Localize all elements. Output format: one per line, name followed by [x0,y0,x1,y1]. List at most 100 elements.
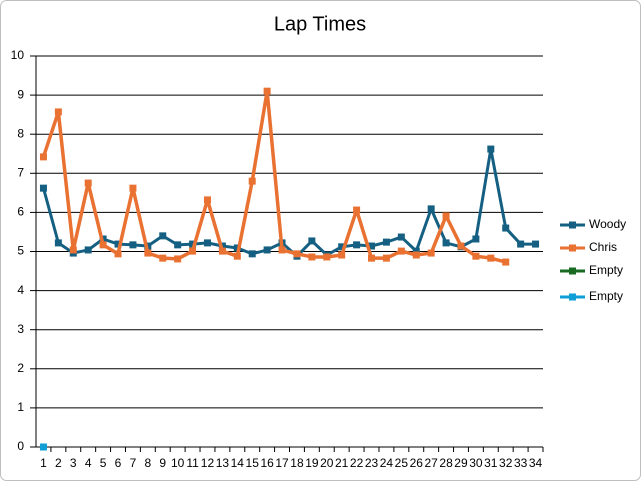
x-tick-label: 30 [469,456,483,470]
point-marker [308,253,316,261]
legend-marker [569,267,576,275]
x-tick-label: 34 [529,456,543,470]
point-marker [442,239,450,247]
y-tick-label: 2 [17,361,24,375]
x-tick-label: 6 [115,456,122,470]
y-tick-label: 6 [17,205,24,219]
point-marker [517,240,525,248]
x-tick-label: 32 [499,456,513,470]
point-marker [502,258,510,266]
point-marker [144,249,152,257]
point-marker [427,205,435,213]
x-tick-label: 19 [305,456,319,470]
point-marker [39,443,47,451]
x-tick-label: 24 [380,456,394,470]
point-marker [293,250,301,258]
point-marker [502,224,510,232]
point-marker [39,153,47,161]
point-marker [368,254,376,262]
x-tick-label: 23 [365,456,379,470]
y-tick-label: 4 [17,283,24,297]
x-tick-label: 26 [410,456,424,470]
point-marker [427,249,435,257]
y-tick-label: 3 [17,322,24,336]
point-marker [174,241,182,249]
point-marker [457,242,465,250]
x-tick-label: 9 [159,456,166,470]
point-marker [189,240,197,248]
x-tick-label: 31 [484,456,498,470]
x-tick-label: 3 [70,456,77,470]
point-marker [338,251,346,259]
x-tick-label: 27 [424,456,438,470]
point-marker [472,252,480,260]
y-tick-label: 8 [17,126,24,140]
series-line [42,147,536,258]
x-tick-label: 21 [335,456,349,470]
point-marker [69,246,77,254]
point-marker [99,241,107,249]
point-marker [54,239,62,247]
point-marker [129,241,137,249]
x-tick-label: 15 [246,456,260,470]
point-marker [532,240,540,248]
x-tick-label: 13 [216,456,230,470]
x-tick-label: 16 [260,456,274,470]
legend-label: Chris [589,240,617,254]
point-marker [368,242,376,250]
point-marker [263,246,271,254]
point-marker [382,254,390,262]
point-marker [203,196,211,204]
x-tick-label: 20 [320,456,334,470]
point-marker [472,235,480,243]
x-tick-label: 25 [395,456,409,470]
point-marker [338,243,346,251]
x-tick-label: 18 [290,456,304,470]
y-tick-label: 10 [11,48,25,62]
point-marker [84,179,92,187]
x-tick-label: 5 [100,456,107,470]
point-marker [114,250,122,258]
legend-marker [569,293,576,301]
x-tick-label: 17 [275,456,289,470]
point-marker [487,254,495,262]
x-tick-label: 14 [231,456,245,470]
point-marker [487,145,495,153]
point-marker [84,246,92,254]
point-marker [278,246,286,254]
point-marker [442,212,450,220]
point-marker [397,233,405,241]
y-tick-label: 5 [17,244,24,258]
point-marker [382,238,390,246]
x-tick-label: 7 [130,456,137,470]
y-tick-label: 9 [17,87,24,101]
point-marker [189,247,197,255]
chart-title: Lap Times [274,13,366,35]
point-marker [39,184,47,192]
point-marker [114,240,122,248]
x-tick-label: 22 [350,456,364,470]
x-tick-label: 2 [55,456,62,470]
y-tick-label: 7 [17,165,24,179]
point-marker [159,232,167,240]
x-tick-label: 33 [514,456,528,470]
x-tick-label: 28 [439,456,453,470]
legend-marker [569,221,576,229]
point-marker [323,253,331,261]
point-marker [353,241,361,249]
point-marker [263,87,271,95]
point-marker [308,237,316,245]
point-marker [54,108,62,116]
x-tick-label: 8 [144,456,151,470]
x-tick-label: 10 [171,456,185,470]
point-marker [218,247,226,255]
point-marker [397,247,405,255]
point-marker [233,252,241,260]
legend-label: Empty [589,263,623,277]
x-tick-label: 12 [201,456,215,470]
x-tick-label: 11 [186,456,199,470]
point-marker [129,184,137,192]
point-marker [159,254,167,262]
